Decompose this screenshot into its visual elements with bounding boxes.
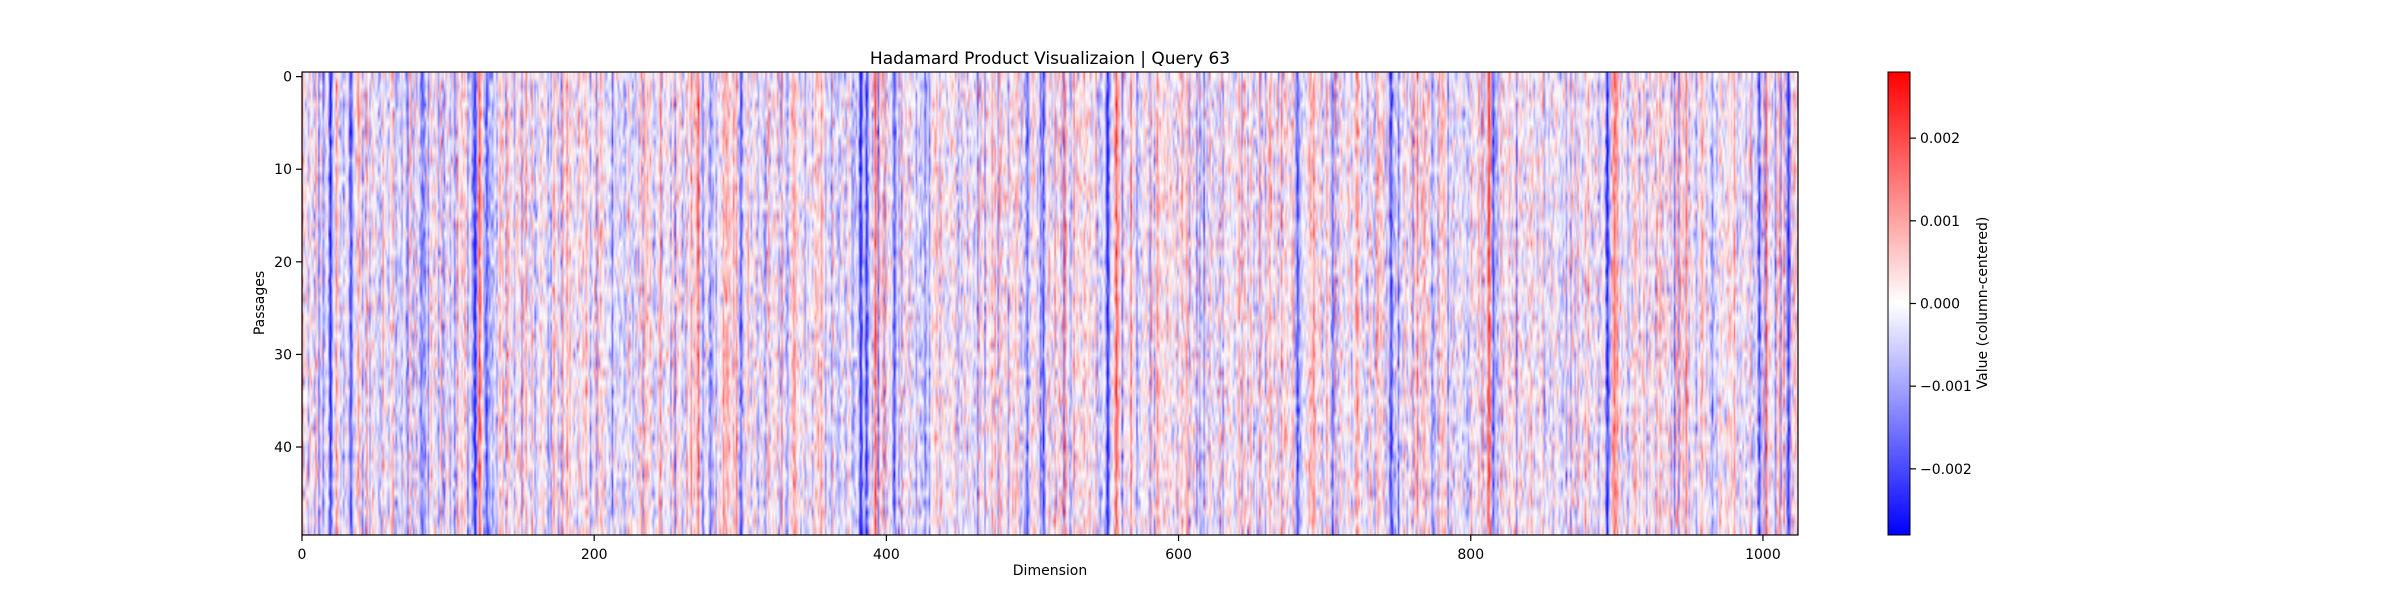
- colorbar-axis: −0.002 −0.001 0.000 0.001 0.002: [1910, 131, 1972, 478]
- plot-frame: [301, 71, 1799, 536]
- x-tick-label: 1000: [1745, 547, 1781, 563]
- x-tick-label: 800: [1457, 547, 1484, 563]
- y-axis: 0 10 20 30 40: [274, 70, 302, 456]
- x-tick-label: 200: [581, 547, 608, 563]
- y-tick-label: 40: [274, 440, 292, 456]
- x-tick-label: 0: [298, 547, 307, 563]
- colorbar-tick-label: −0.001: [1920, 379, 1972, 395]
- x-axis: 0 200 400 600 800 1000: [298, 535, 1781, 563]
- y-tick-label: 0: [283, 70, 292, 86]
- colorbar-label: Value (column-centered): [1975, 217, 1991, 390]
- x-axis-label: Dimension: [1013, 563, 1087, 579]
- colorbar-tick-label: 0.001: [1920, 214, 1960, 230]
- colorbar-tick-label: −0.002: [1920, 462, 1972, 478]
- y-tick-label: 20: [274, 255, 292, 271]
- heatmap-image: [302, 72, 1798, 535]
- x-tick-label: 600: [1165, 547, 1192, 563]
- y-tick-label: 10: [274, 162, 292, 178]
- y-tick-label: 30: [274, 347, 292, 363]
- colorbar: [1887, 71, 1911, 536]
- colorbar-tick-label: 0.002: [1920, 131, 1960, 147]
- y-axis-label: Passages: [252, 271, 268, 335]
- x-tick-label: 400: [873, 547, 900, 563]
- colorbar-tick-label: 0.000: [1920, 297, 1960, 313]
- chart-title: Hadamard Product Visualizaion | Query 63: [870, 49, 1230, 69]
